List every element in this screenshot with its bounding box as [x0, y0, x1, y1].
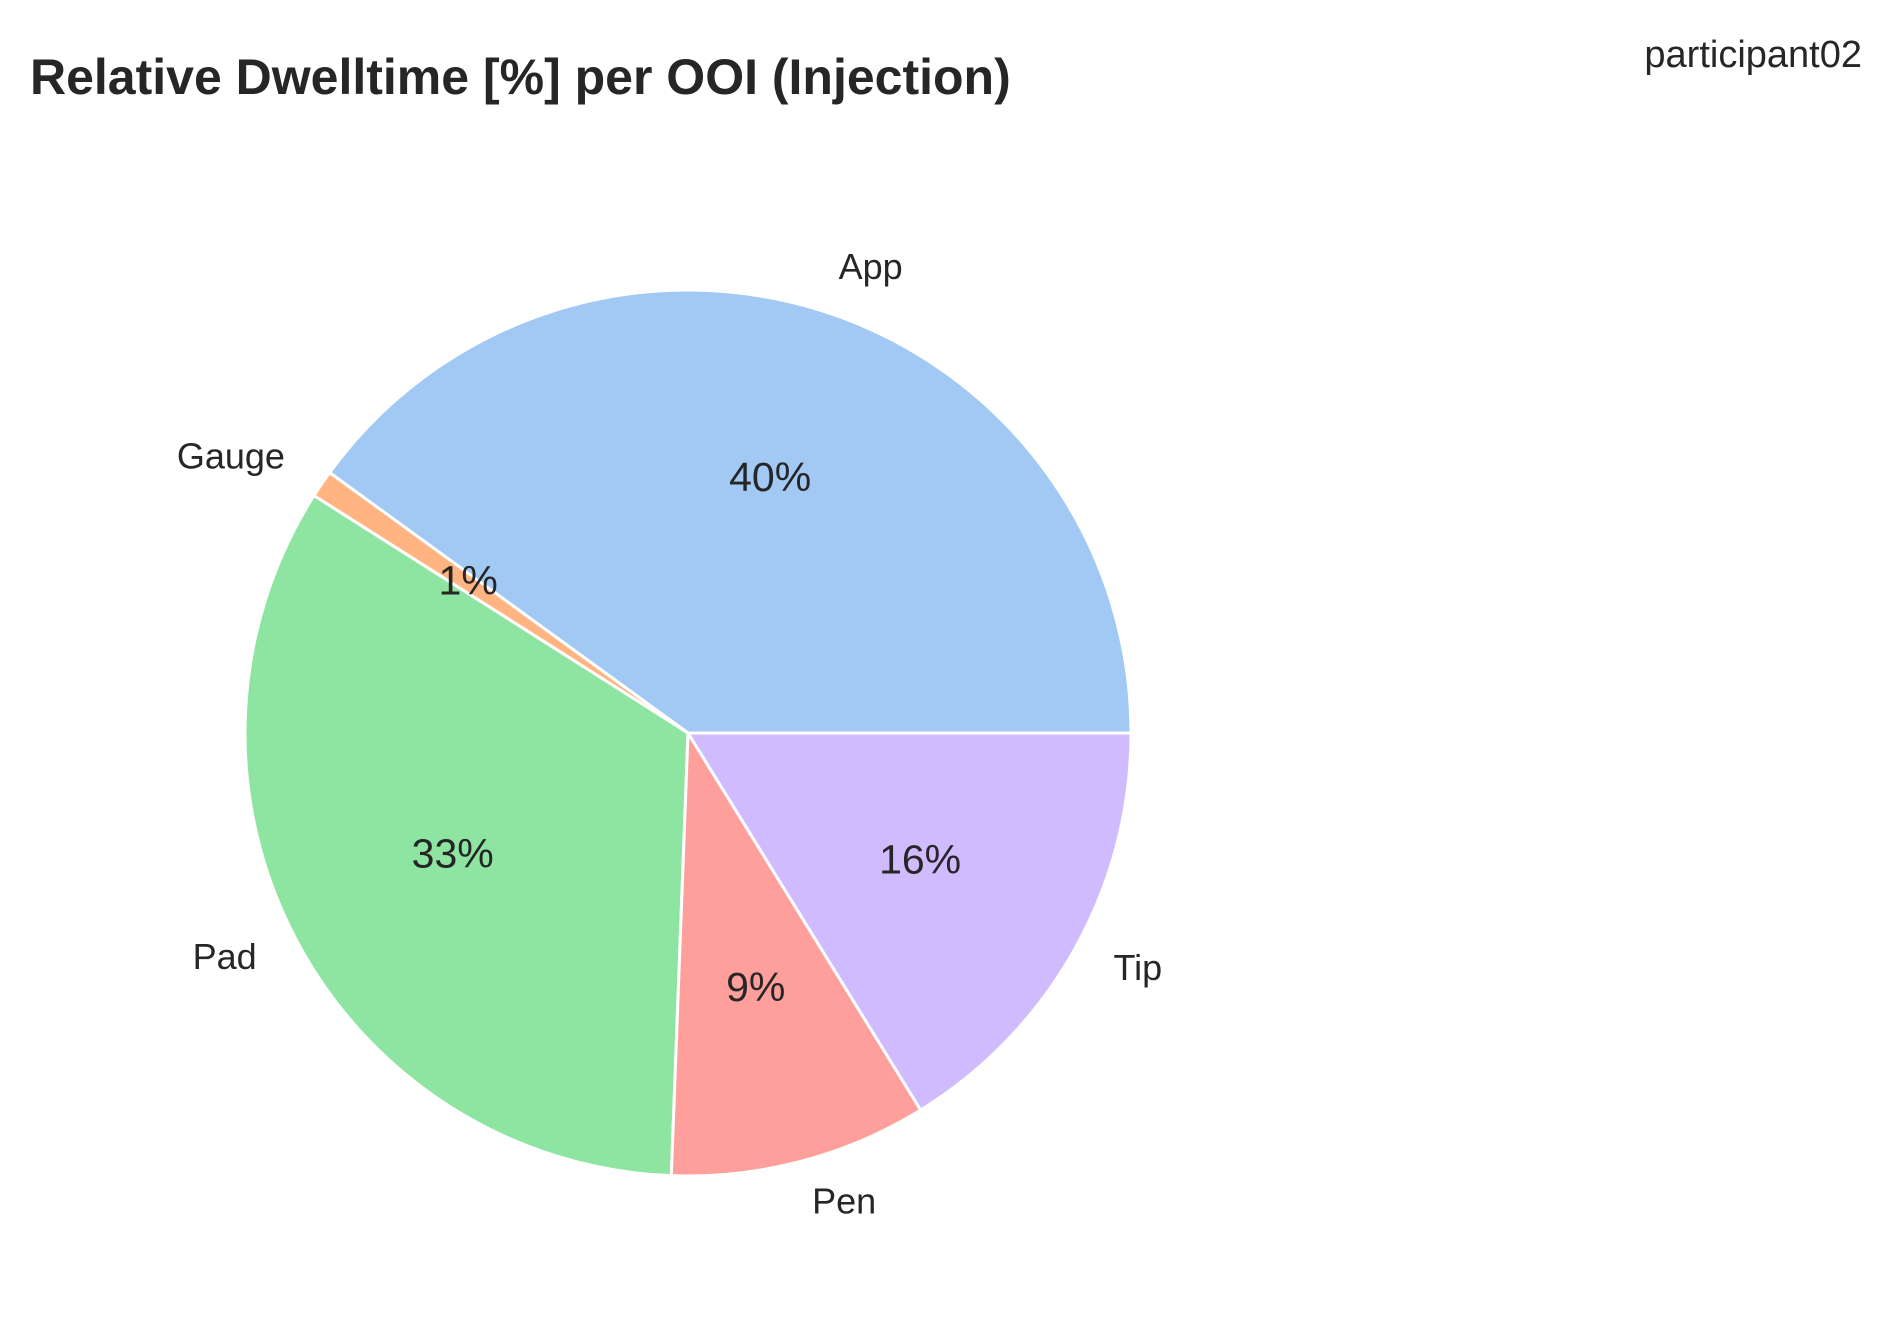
pie-slice-pen [669, 731, 923, 1178]
pie-slice-tip [686, 731, 1133, 1112]
pie-labels: App 40% Gauge 1% Pad 33% Pen 9% Tip 16% [177, 246, 1162, 1222]
percent-label-pad: 33% [412, 830, 494, 876]
category-label-gauge: Gauge [177, 436, 285, 477]
percent-label-gauge: 1% [439, 557, 498, 603]
pie-slices [243, 288, 1133, 1178]
category-label-app: App [839, 246, 903, 287]
percent-label-app: 40% [729, 454, 811, 500]
category-label-pen: Pen [812, 1181, 876, 1222]
category-label-tip: Tip [1114, 947, 1163, 988]
participant-label: participant02 [1644, 34, 1862, 76]
category-label-pad: Pad [193, 936, 257, 977]
pie-slice-pad [243, 494, 690, 1178]
pie-slice-app [328, 288, 1133, 735]
percent-label-pen: 9% [726, 964, 785, 1010]
chart-title: Relative Dwelltime [%] per OOI (Injectio… [30, 49, 1011, 105]
percent-label-tip: 16% [879, 836, 961, 882]
